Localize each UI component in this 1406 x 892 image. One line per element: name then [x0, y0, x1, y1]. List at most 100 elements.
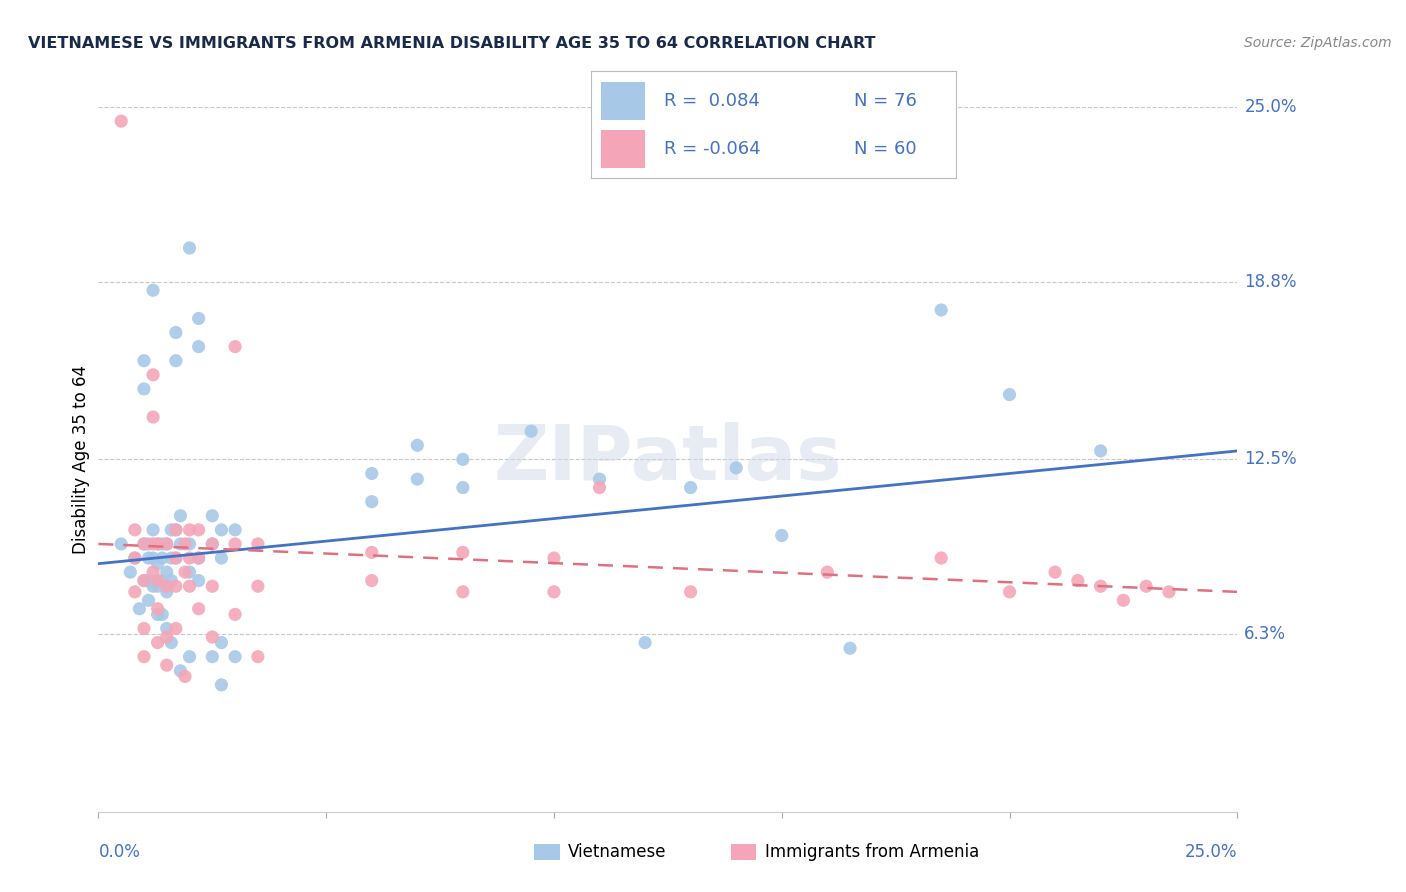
Point — [998, 387, 1021, 401]
Point — [124, 551, 146, 566]
Point — [520, 424, 543, 438]
Point — [451, 545, 474, 559]
Point — [156, 537, 179, 551]
Point — [132, 574, 155, 588]
Point — [1090, 579, 1112, 593]
Text: 25.0%: 25.0% — [1244, 98, 1296, 116]
Point — [201, 630, 224, 644]
Point — [142, 283, 165, 297]
Text: R =  0.084: R = 0.084 — [664, 93, 759, 111]
Point — [132, 537, 155, 551]
Point — [150, 537, 173, 551]
Point — [929, 303, 952, 318]
Point — [179, 241, 201, 255]
Point — [179, 649, 201, 664]
Point — [174, 537, 197, 551]
Point — [124, 551, 146, 566]
Point — [132, 353, 155, 368]
Point — [543, 551, 565, 566]
Point — [146, 557, 169, 571]
Point — [132, 537, 155, 551]
Point — [187, 340, 209, 354]
Text: R = -0.064: R = -0.064 — [664, 141, 761, 159]
Point — [169, 508, 191, 523]
Point — [998, 585, 1021, 599]
Point — [146, 635, 169, 649]
Point — [165, 622, 187, 636]
Point — [138, 574, 160, 588]
Point — [156, 579, 179, 593]
Point — [406, 438, 429, 452]
Point — [209, 678, 232, 692]
Text: N = 76: N = 76 — [853, 93, 917, 111]
Point — [138, 551, 160, 566]
Point — [451, 481, 474, 495]
Point — [1112, 593, 1135, 607]
Point — [929, 551, 952, 566]
Point — [165, 523, 187, 537]
Point — [156, 565, 179, 579]
Point — [165, 579, 187, 593]
Point — [174, 565, 197, 579]
Point — [179, 579, 201, 593]
Point — [165, 326, 187, 340]
Point — [187, 601, 209, 615]
Point — [142, 579, 165, 593]
Point — [815, 565, 838, 579]
Point — [160, 551, 183, 566]
Point — [124, 523, 146, 537]
Point — [201, 508, 224, 523]
Point — [160, 574, 183, 588]
Point — [725, 460, 748, 475]
Point — [146, 574, 169, 588]
Point — [1135, 579, 1157, 593]
Point — [451, 585, 474, 599]
Point — [201, 649, 224, 664]
Bar — [602, 130, 645, 168]
Point — [179, 523, 201, 537]
Text: 6.3%: 6.3% — [1244, 625, 1286, 643]
Point — [132, 574, 155, 588]
Text: VIETNAMESE VS IMMIGRANTS FROM ARMENIA DISABILITY AGE 35 TO 64 CORRELATION CHART: VIETNAMESE VS IMMIGRANTS FROM ARMENIA DI… — [28, 36, 876, 51]
Point — [142, 551, 165, 566]
Point — [146, 601, 169, 615]
Point — [156, 630, 179, 644]
Point — [839, 641, 862, 656]
Point — [201, 537, 224, 551]
Point — [224, 537, 246, 551]
Point — [679, 585, 702, 599]
Point — [146, 537, 169, 551]
Point — [201, 537, 224, 551]
Point — [165, 551, 187, 566]
Point — [156, 537, 179, 551]
Point — [142, 537, 165, 551]
Point — [146, 537, 169, 551]
Point — [588, 472, 610, 486]
Point — [770, 528, 793, 542]
Text: ZIPatlas: ZIPatlas — [494, 423, 842, 496]
Text: 25.0%: 25.0% — [1185, 843, 1237, 861]
Text: Source: ZipAtlas.com: Source: ZipAtlas.com — [1244, 36, 1392, 50]
Point — [634, 635, 657, 649]
Point — [588, 481, 610, 495]
Point — [160, 523, 183, 537]
Point — [451, 452, 474, 467]
Point — [187, 311, 209, 326]
Point — [146, 579, 169, 593]
Point — [179, 551, 201, 566]
Point — [150, 574, 173, 588]
Text: 12.5%: 12.5% — [1244, 450, 1296, 468]
Point — [1043, 565, 1066, 579]
Text: Vietnamese: Vietnamese — [568, 843, 666, 861]
Text: N = 60: N = 60 — [853, 141, 917, 159]
Point — [179, 565, 201, 579]
Text: Immigrants from Armenia: Immigrants from Armenia — [765, 843, 979, 861]
Point — [132, 649, 155, 664]
Point — [156, 585, 179, 599]
Point — [120, 565, 142, 579]
Point — [156, 658, 179, 673]
Point — [224, 523, 246, 537]
Text: 18.8%: 18.8% — [1244, 273, 1296, 291]
Point — [360, 467, 382, 481]
Point — [543, 585, 565, 599]
